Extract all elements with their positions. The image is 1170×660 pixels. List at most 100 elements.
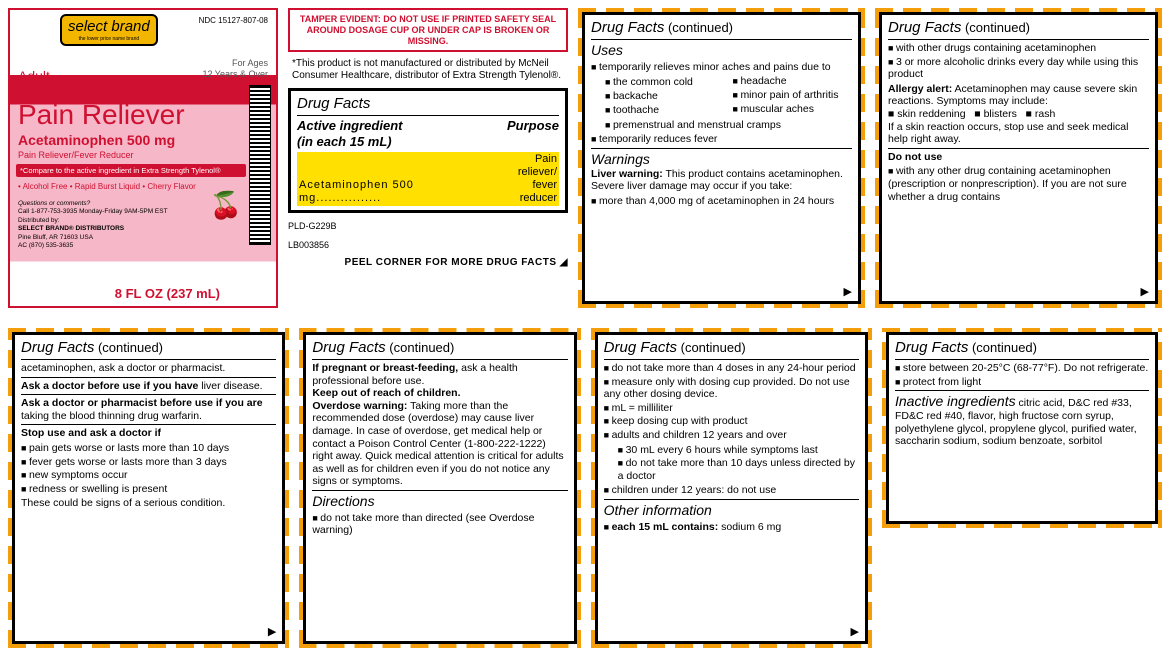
pb-odb: Overdose warning: (312, 400, 407, 412)
pc-li1: measure only with dosing cup provided. D… (604, 376, 859, 401)
dft-2: Drug Facts (888, 19, 961, 36)
pd-li1: protect from light (895, 376, 1149, 389)
pc-ot: sodium 6 mg (718, 521, 781, 533)
peel-corner: PEEL CORNER FOR MORE DRUG FACTS ◢ (288, 257, 568, 269)
pa-h2c: taking the blood thinning drug warfarin. (21, 410, 202, 422)
tamper-box: TAMPER EVIDENT: DO NOT USE IF PRINTED SA… (288, 8, 568, 52)
liver-b: Liver warning: (591, 168, 663, 180)
for-ages: For Ages 12 Years & Over (202, 58, 268, 80)
brand-sub: the lower price name brand (68, 36, 150, 42)
active-row: Acetaminophen 500 mg................ Pai… (297, 152, 559, 207)
allergy-b: Allergy alert: (888, 83, 952, 95)
features: • Alcohol Free • Rapid Burst Liquid • Ch… (18, 182, 196, 192)
pa-h3: Stop use and ask a doctor if (21, 427, 276, 440)
barcode (249, 85, 271, 245)
pd-li0: store between 20-25°C (68-77°F). Do not … (895, 362, 1149, 375)
front-label: select brand the lower price name brand … (8, 8, 278, 308)
do-not-use: Do not use (888, 151, 1149, 164)
pc-li2: mL = milliliter (604, 402, 859, 415)
row-1: select brand the lower price name brand … (8, 8, 1162, 308)
inactive-heading: Inactive ingredients (895, 393, 1016, 409)
panel-uses-warnings: Drug Facts (continued) Uses temporarily … (578, 8, 865, 308)
pb-pregb: If pregnant or breast-feeding, (312, 362, 458, 374)
pa-li3: redness or swelling is present (21, 483, 276, 496)
drug-line: Acetaminophen 500 mg (18, 132, 175, 149)
pa-li2: new symptoms occur (21, 469, 276, 482)
use-0: the common cold (605, 76, 725, 89)
other-info-heading: Other information (604, 502, 859, 519)
arrow-icon-2: ▶ (1141, 286, 1149, 299)
active-row-r: Pain reliever/ fever reducer (494, 153, 557, 206)
dist1: SELECT BRAND® DISTRIBUTORS (18, 225, 124, 232)
sym2: rash (1035, 108, 1055, 120)
dn1: with any other drug containing acetamino… (888, 165, 1149, 203)
use-6: premenstrual and menstrual cramps (605, 119, 852, 132)
pc-li0: do not take more than 4 doses in any 24-… (604, 362, 859, 375)
net-size: 8 FL OZ (237 mL) (115, 286, 220, 302)
panel-a: Drug Facts (continued) acetaminophen, as… (8, 328, 289, 648)
pc-ob: each 15 mL contains: (612, 521, 719, 533)
cherry-icon: 🍒 (210, 190, 242, 221)
pb-koor: Keep out of reach of children. (312, 387, 567, 400)
uses-lead: temporarily relieves minor aches and pai… (591, 61, 852, 74)
col-2: TAMPER EVIDENT: DO NOT USE IF PRINTED SA… (288, 8, 568, 308)
phone: Call 1-877-753-3935 Monday-Friday 9AM-5P… (18, 208, 168, 215)
ndc-code: NDC 15127-807-08 (199, 16, 268, 26)
use-5: muscular aches (733, 103, 853, 116)
purpose-line: Pain Reliever/Fever Reducer (18, 150, 134, 161)
uses-heading: Uses (591, 42, 852, 59)
use-1: headache (733, 75, 853, 88)
pa-h2: Ask a doctor or pharmacist before use if… (21, 397, 263, 409)
pb-dir1: do not take more than directed (see Over… (312, 512, 567, 537)
row-2: Drug Facts (continued) acetaminophen, as… (8, 328, 1162, 648)
df-title: Drug Facts (297, 95, 559, 113)
pc-li3: keep dosing cup with product (604, 415, 859, 428)
use-4: toothache (605, 104, 725, 117)
pa-h1c: liver disease. (198, 380, 262, 392)
active-head-l: Active ingredient (in each 15 mL) (297, 118, 402, 149)
uses-fever: temporarily reduces fever (591, 133, 852, 146)
directions-heading: Directions (312, 493, 567, 510)
brand-name: select brand (68, 18, 150, 35)
compare-banner: *Compare to the active ingredient in Ext… (16, 164, 246, 177)
panel-c: Drug Facts (continued) do not take more … (591, 328, 872, 648)
pa-tail: These could be signs of a serious condit… (21, 497, 276, 510)
cont-1: (continued) (664, 20, 733, 35)
ages-2: 12 Years & Over (202, 69, 268, 79)
brand-tag: select brand the lower price name brand (60, 14, 158, 46)
sym1: blisters (984, 108, 1017, 120)
warnings-heading: Warnings (591, 151, 852, 168)
sym0: skin reddening (897, 108, 965, 120)
cont-3: (continued) (94, 340, 163, 355)
distributor-block: Questions or comments? Call 1-877-753-39… (18, 200, 168, 251)
warn-li2: with other drugs containing acetaminophe… (888, 42, 1149, 55)
pa-lead: acetaminophen, ask a doctor or pharmacis… (21, 362, 276, 375)
dft-4: Drug Facts (312, 339, 385, 356)
pc-s1: do not take more than 10 days unless dir… (618, 457, 859, 482)
pa-li1: fever gets worse or lasts more than 3 da… (21, 456, 276, 469)
q-label: Questions or comments? (18, 200, 90, 207)
cont-4: (continued) (386, 340, 455, 355)
pc-li4: adults and children 12 years and over (604, 429, 859, 442)
active-row-l: Acetaminophen 500 mg................ (299, 179, 494, 205)
dist3: AC (870) 535-3635 (18, 242, 73, 249)
use-2: backache (605, 90, 725, 103)
dft-3: Drug Facts (21, 339, 94, 356)
cont-5: (continued) (677, 340, 746, 355)
use-3: minor pain of arthritis (733, 89, 853, 102)
product-name: Pain Reliever (18, 102, 185, 127)
code-b: LB003856 (288, 240, 568, 251)
drug-facts-active: Drug Facts Active ingredient (in each 15… (288, 88, 568, 213)
panel-d: Drug Facts (continued) store between 20-… (882, 328, 1162, 528)
cont-6: (continued) (968, 340, 1037, 355)
arrow-icon: ▶ (844, 286, 852, 299)
active-head-r: Purpose (507, 118, 559, 149)
code-a: PLD-G229B (288, 221, 568, 232)
warn-li3: 3 or more alcoholic drinks every day whi… (888, 56, 1149, 81)
panel-b: Drug Facts (continued) If pregnant or br… (299, 328, 580, 648)
pa-li0: pain gets worse or lasts more than 10 da… (21, 442, 276, 455)
panel-warnings-2: Drug Facts (continued) with other drugs … (875, 8, 1162, 308)
distby: Distributed by: (18, 217, 60, 224)
pa-h1: Ask a doctor before use if you have (21, 380, 198, 392)
mfr-note: *This product is not manufactured or dis… (288, 58, 568, 82)
